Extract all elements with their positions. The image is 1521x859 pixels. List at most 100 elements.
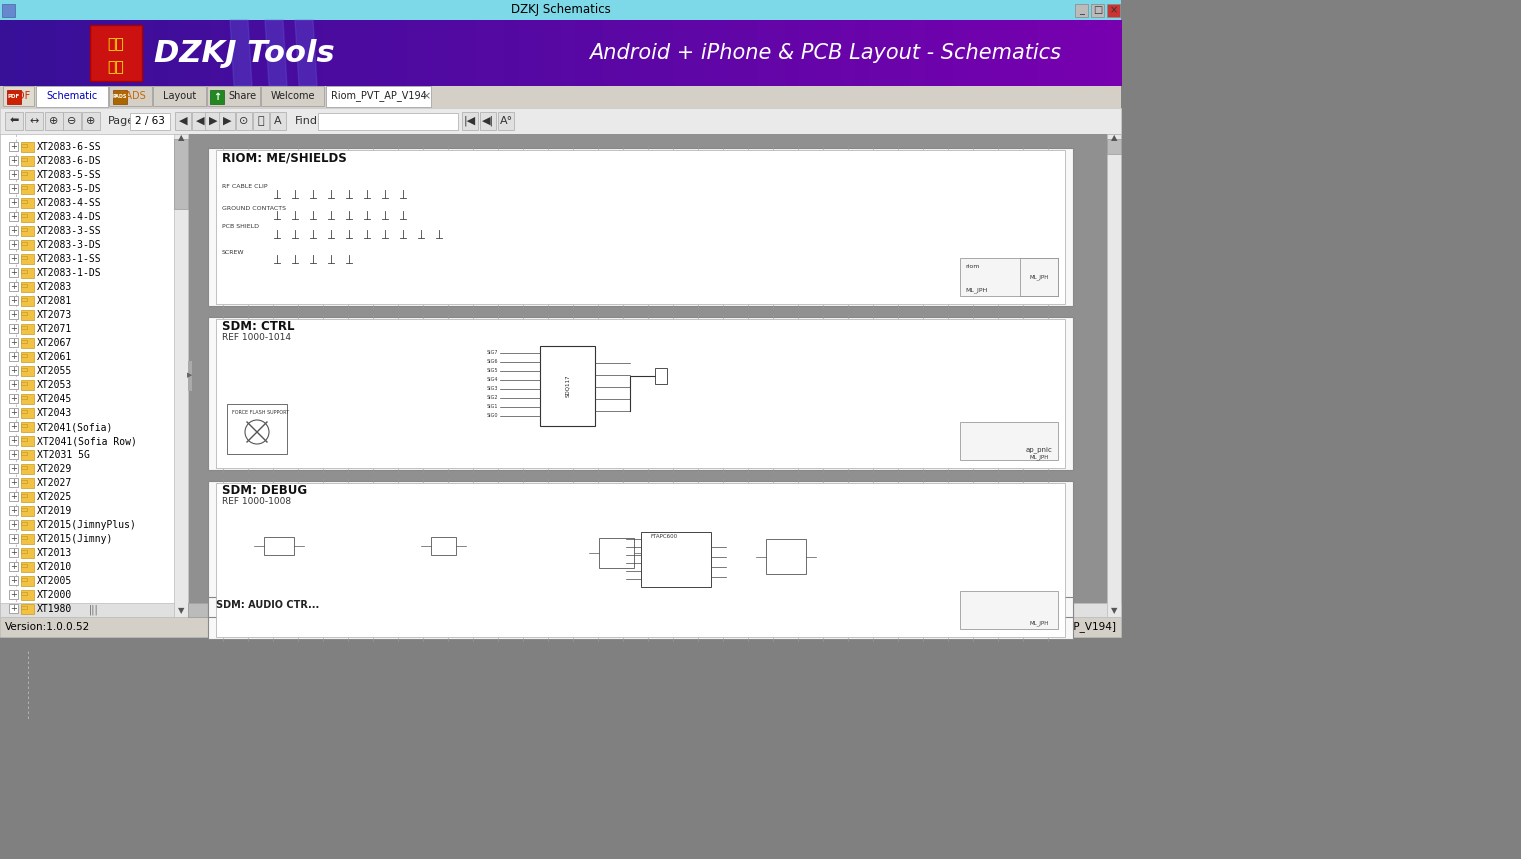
Bar <box>2 4 15 17</box>
Text: XT2083-6-DS: XT2083-6-DS <box>37 156 102 166</box>
Bar <box>911 20 926 86</box>
Bar <box>9 240 18 249</box>
Text: SDM: CTRL: SDM: CTRL <box>222 320 295 333</box>
Bar <box>9 576 18 585</box>
Bar <box>24 112 43 130</box>
Bar <box>9 464 18 473</box>
Text: +: + <box>11 198 17 207</box>
Bar <box>205 112 221 130</box>
Bar <box>216 150 1065 304</box>
Bar <box>271 112 286 130</box>
Text: 科技: 科技 <box>108 60 125 74</box>
Bar <box>0 134 189 617</box>
Text: ▶: ▶ <box>187 373 193 379</box>
Bar <box>967 20 983 86</box>
Bar <box>9 380 18 389</box>
Bar <box>21 604 33 614</box>
Bar <box>686 20 701 86</box>
Text: +: + <box>11 212 17 221</box>
Text: PCB SHIELD: PCB SHIELD <box>222 224 259 229</box>
Bar <box>21 520 33 530</box>
Text: SCREW: SCREW <box>222 250 245 255</box>
Text: XT2041(Sofia): XT2041(Sofia) <box>37 422 114 432</box>
Text: XT2081: XT2081 <box>37 296 73 306</box>
Bar <box>1008 20 1024 86</box>
Text: +: + <box>11 506 17 515</box>
Text: REF 1000-1014: REF 1000-1014 <box>222 332 291 342</box>
Bar <box>365 20 379 86</box>
Bar <box>645 20 660 86</box>
Text: PDF: PDF <box>11 91 30 101</box>
Text: +: + <box>11 604 17 613</box>
Text: +: + <box>11 310 17 319</box>
Bar <box>21 522 27 525</box>
Text: ×: × <box>1109 5 1118 15</box>
Bar <box>540 345 595 426</box>
Bar <box>5 112 23 130</box>
Bar <box>701 20 716 86</box>
Text: _: _ <box>1078 5 1084 15</box>
Polygon shape <box>230 20 252 86</box>
Bar <box>21 228 27 231</box>
Text: +: + <box>11 548 17 557</box>
Bar <box>9 198 18 207</box>
Bar <box>263 538 294 556</box>
Bar <box>9 142 18 151</box>
Text: □: □ <box>1094 5 1103 15</box>
Bar <box>0 0 1121 20</box>
Bar <box>771 20 786 86</box>
Bar <box>62 112 81 130</box>
Text: XT2041(Sofia Row): XT2041(Sofia Row) <box>37 436 137 446</box>
Text: XT2083-4-SS: XT2083-4-SS <box>37 198 102 208</box>
Bar <box>21 396 27 399</box>
Bar <box>82 112 100 130</box>
Text: PDF: PDF <box>8 94 20 100</box>
Text: XT2083-5-SS: XT2083-5-SS <box>37 170 102 180</box>
Bar <box>841 20 856 86</box>
Bar <box>21 142 33 152</box>
Bar <box>350 20 365 86</box>
Bar <box>1107 20 1122 86</box>
Bar <box>21 158 27 161</box>
Bar <box>140 20 155 86</box>
Bar <box>280 20 295 86</box>
Text: ▲: ▲ <box>1110 133 1118 143</box>
Text: XT2083-4-DS: XT2083-4-DS <box>37 212 102 222</box>
Bar <box>21 214 27 217</box>
Bar <box>21 550 27 553</box>
Text: +: + <box>11 254 17 263</box>
Bar <box>21 340 27 343</box>
Bar <box>173 134 189 617</box>
Bar <box>631 20 645 86</box>
Bar <box>322 20 338 86</box>
Bar <box>897 20 911 86</box>
Text: XT2027: XT2027 <box>37 478 73 488</box>
Bar <box>21 408 33 418</box>
Bar <box>392 20 408 86</box>
Text: +: + <box>11 534 17 543</box>
Text: +: + <box>11 352 17 361</box>
Bar <box>9 590 18 599</box>
Bar <box>21 200 27 203</box>
Text: +: + <box>11 282 17 291</box>
Bar <box>208 481 1072 639</box>
Bar <box>21 254 33 264</box>
Bar <box>589 20 604 86</box>
Bar <box>21 562 33 572</box>
Text: XT2083-5-DS: XT2083-5-DS <box>37 184 102 194</box>
Text: +: + <box>11 142 17 151</box>
Polygon shape <box>295 20 316 86</box>
Text: Page:: Page: <box>108 116 138 126</box>
Bar <box>43 20 58 86</box>
Text: XT2061: XT2061 <box>37 352 73 362</box>
Bar <box>9 296 18 305</box>
Bar <box>189 603 248 617</box>
Bar <box>21 226 33 236</box>
Bar <box>21 382 27 385</box>
Bar <box>21 450 33 460</box>
Bar <box>21 186 27 189</box>
Text: FORCE FLASH SUPPORT: FORCE FLASH SUPPORT <box>233 410 289 415</box>
Bar <box>21 592 27 595</box>
Text: ML_JPH: ML_JPH <box>964 287 987 293</box>
Text: +: + <box>11 478 17 487</box>
